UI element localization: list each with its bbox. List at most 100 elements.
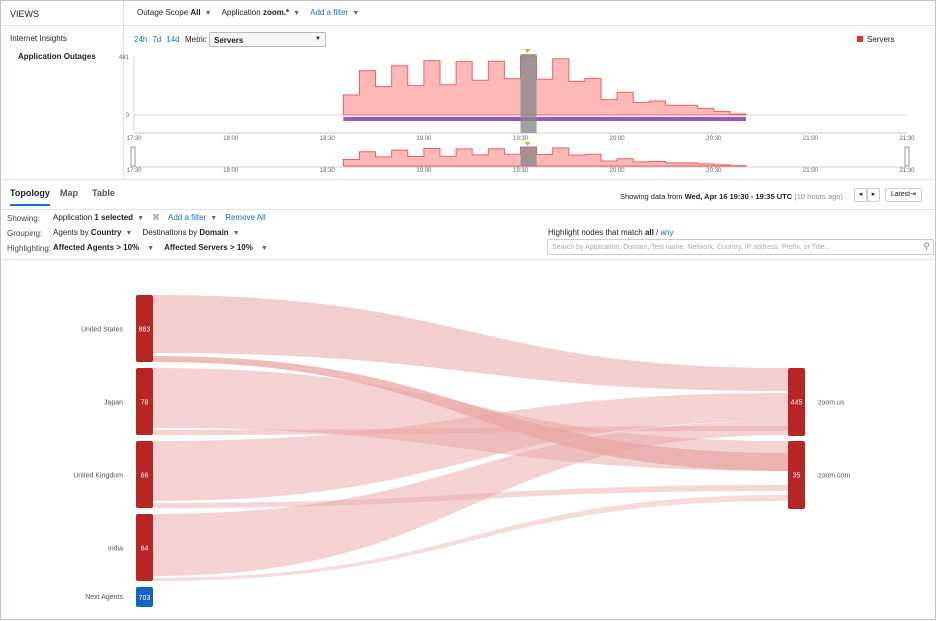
legend-swatch [857,36,863,42]
node-bar [136,368,153,435]
node-bar [136,441,153,508]
node-value: 883 [139,327,151,334]
remove-all-link[interactable]: Remove All [225,213,266,222]
node-label: United States [81,327,124,334]
divider [1,25,935,26]
search-icon: ⚲ [923,241,930,252]
application-selector[interactable]: Application 1 selected ▼ [53,213,144,222]
node-bar [136,295,153,362]
target-node[interactable]: 35 zoom.com [788,441,850,509]
prefix: Showing data from [619,192,683,201]
range-14d[interactable]: 14d [166,35,180,44]
servers-area [342,55,747,116]
node-value: 78 [141,400,149,407]
chevron-down-icon: ▼ [315,36,321,42]
value: zoom.* [262,8,290,17]
prefix: Highlight nodes that match [548,228,643,237]
navigator-tick-label: 21:00 [803,168,819,174]
navigator-tick-label: 19:30 [513,168,529,174]
node-bar [788,441,805,509]
x-tick-label: 19:30 [513,136,529,142]
label: Affected Agents > 10% [53,243,140,252]
highlight-search-input[interactable]: Search by Application, Domain, Test name… [547,239,934,255]
tab-table[interactable]: Table [92,188,115,198]
affected-agents-selector[interactable]: Affected Agents > 10% ▼ [53,243,154,252]
next-agents-button[interactable]: 703 Next Agents [85,587,153,607]
sidebar-section[interactable]: Internet Insights [10,34,67,43]
clear-icon[interactable]: ⌘ [152,213,161,222]
node-label: zoom.com [818,473,850,480]
divider [1,209,935,210]
prev-button[interactable]: ◂ [854,188,867,202]
metric-select[interactable]: Servers ▼ [209,32,326,47]
x-tick-label: 20:00 [610,136,626,142]
x-tick-label: 21:30 [899,136,915,142]
range-selector: 24h 7d 14d [134,35,180,44]
chevron-down-icon: ▼ [204,10,212,17]
label: Affected Servers > 10% [164,243,253,252]
navigator-tick-label: 20:00 [610,168,626,174]
x-tick-label: 18:30 [320,136,336,142]
sankey-flow-united-kingdom-to-zoom-us [153,393,788,501]
node-value: 35 [793,473,801,480]
header-filters: Outage Scope All ▼ Application zoom.* ▼ Ad… [137,8,359,17]
target-node[interactable]: 445 zoom.us [788,368,845,436]
node-bar [136,514,153,581]
latest-button[interactable]: Latest⇥ [885,188,922,202]
divider [1,259,935,260]
separator: / [656,228,659,237]
node-label: zoom.us [818,400,845,407]
legend-label: Servers [867,35,895,44]
source-node[interactable]: 883 United States [81,295,153,362]
chevron-down-icon: ▼ [260,245,268,252]
match-all-option[interactable]: all [644,228,654,237]
node-bar [136,587,153,607]
navigator-handle-right [904,146,910,167]
affected-servers-selector[interactable]: Affected Servers > 10% ▼ [164,243,268,252]
source-node[interactable]: 64 India [108,514,153,581]
x-tick-label: 17:30 [126,136,142,142]
sankey-flow-india-to-zoom-com [153,495,788,581]
label: Application [221,8,261,17]
y-tick-label: 481 [119,55,130,61]
chevron-down-icon: ▼ [125,230,133,237]
value: Servers [214,36,244,45]
tab-topology[interactable]: Topology [10,188,50,206]
sidebar-item-application-outages[interactable]: Application Outages [18,52,96,61]
source-node[interactable]: 78 Japan [104,368,153,435]
ago: (10 hours ago) [794,192,843,201]
outage-scope-filter[interactable]: Outage Scope All ▼ [137,8,212,17]
selected-interval [520,54,537,133]
match-any-option[interactable]: any [660,228,674,237]
x-tick-label: 20:30 [706,136,722,142]
outage-chart[interactable]: 481 0 17:30 17:30 18:00 18:00 18:30 18:30 19:00 1… [1,1,936,179]
add-filter-link[interactable]: Add a filter ▼ [168,213,217,222]
chevron-down-icon: ▼ [147,245,155,252]
highlighting-label: Highlighting: [7,244,52,253]
destinations-grouping-selector[interactable]: Destinations by Domain ▼ [142,228,239,237]
add-filter-link[interactable]: Add a filter ▼ [310,8,359,17]
chevron-down-icon: ▼ [352,10,360,17]
range-24h[interactable]: 24h [134,35,148,44]
sankey-flow-india-to-zoom-us [153,421,788,576]
grouping-label: Grouping: [7,229,43,238]
range: Wed, Apr 16 19:30 - 19:35 UTC [684,192,793,201]
label: Add a filter [310,8,349,17]
tab-map[interactable]: Map [60,188,78,198]
navigator-tick-label: 18:00 [223,168,239,174]
agents-grouping-selector[interactable]: Agents by Country ▼ [53,228,132,237]
highlighting-row: Affected Agents > 10% ▼ Affected Servers … [53,243,268,252]
source-node[interactable]: 66 United Kingdom [73,441,153,508]
application-filter[interactable]: Application zoom.* ▼ [222,8,301,17]
node-bar [788,368,805,436]
node-label: India [108,546,123,553]
selection-marker-icon [524,49,531,53]
legend: Servers [857,35,895,44]
node-label: Next Agents [85,594,123,601]
navigator-tick-label: 18:30 [320,168,336,174]
chevron-down-icon: ▼ [293,10,301,17]
next-button[interactable]: ▸ [867,188,880,202]
range-7d[interactable]: 7d [152,35,162,44]
label: Add a filter [168,213,207,222]
